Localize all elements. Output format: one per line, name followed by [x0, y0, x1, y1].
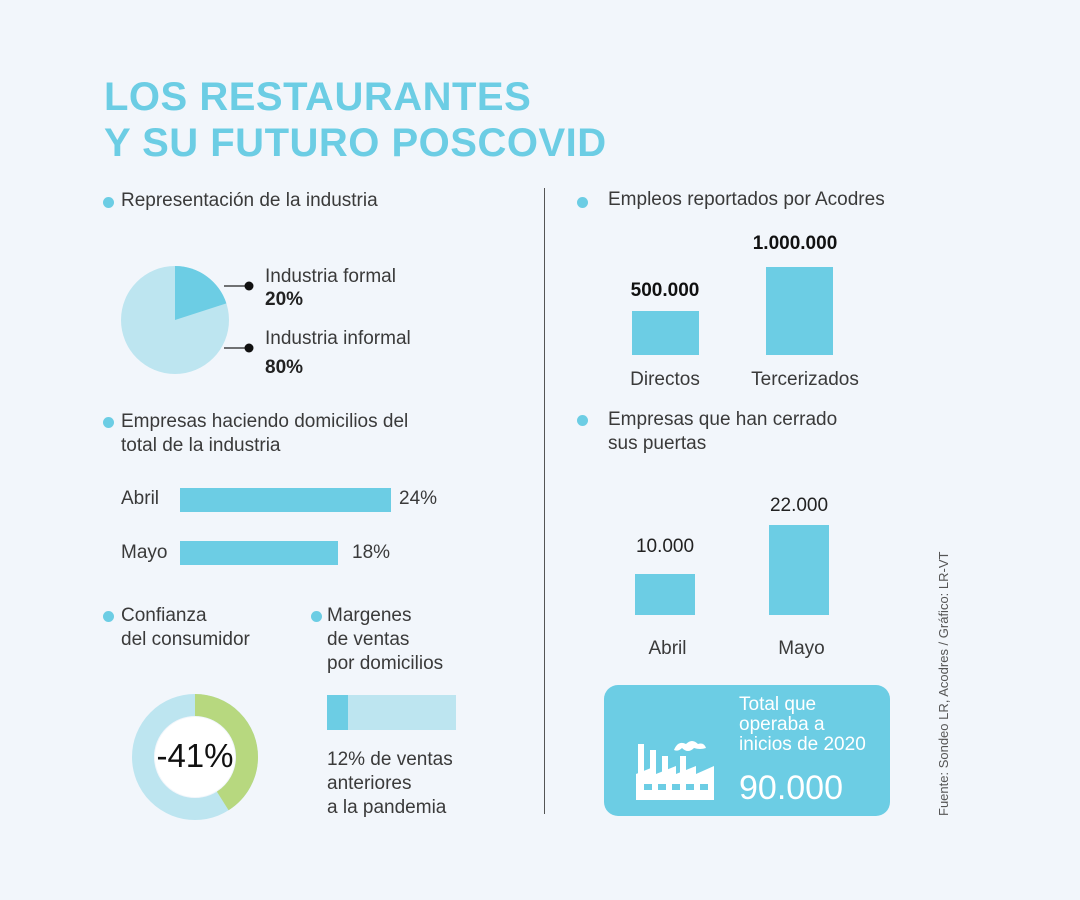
total-label-line-2: operaba a [739, 714, 825, 735]
total-label: Total que operaba a inicios de 2020 [739, 695, 866, 755]
domicilios-value-mayo: 18% [352, 542, 391, 563]
confianza-title: Confianza del consumidor [121, 604, 250, 652]
cerradas-label-abril: Abril [648, 638, 687, 659]
title-line-1: LOS RESTAURANTES [104, 75, 532, 119]
domicilios-bar-mayo [180, 541, 339, 565]
formal-value: 20% [265, 289, 304, 310]
cerradas-title-line-2: sus puertas [608, 433, 707, 454]
donut-center [155, 717, 235, 797]
cerradas-title-line-1: Empresas que han cerrado [608, 409, 838, 430]
empleos-label-directos: Directos [630, 369, 700, 390]
cerradas-bar-mayo [769, 525, 829, 615]
empleos-value-tercerizados: 1.000.000 [752, 233, 838, 254]
informal-value: 80% [265, 357, 304, 378]
pie-pointers [224, 281, 254, 353]
total-label-line-3: inicios de 2020 [739, 734, 866, 755]
source-credit: Fuente: Sondeo LR, Acodres / Gráfico: LR… [936, 551, 951, 816]
bullet-icon [103, 197, 114, 208]
margenes-note-line-2: anteriores [327, 773, 412, 794]
domicilios-row-label-abril: Abril [121, 488, 160, 509]
domicilios-title: Empresas haciendo domicilios del total d… [121, 410, 408, 458]
title-line-2: Y SU FUTURO POSCOVID [104, 121, 607, 165]
confianza-title-line-2: del consumidor [121, 629, 250, 650]
margenes-note-line-3: a la pandemia [327, 797, 447, 818]
bullet-icon [311, 611, 322, 622]
cerradas-label-mayo: Mayo [778, 638, 825, 659]
empleos-title: Empleos reportados por Acodres [608, 189, 885, 210]
domicilios-title-line-2: total de la industria [121, 435, 281, 456]
cerradas-bar-abril [635, 574, 695, 615]
representation-title: Representación de la industria [121, 190, 378, 211]
empleos-value-directos: 500.000 [630, 280, 700, 301]
margenes-title-line-2: de ventas [327, 629, 410, 650]
bullet-icon [577, 197, 588, 208]
cerradas-value-mayo: 22.000 [769, 495, 829, 516]
domicilios-row-label-mayo: Mayo [121, 542, 168, 563]
formal-label: Industria formal [265, 266, 396, 287]
column-divider [544, 188, 545, 814]
margenes-title: Margenes de ventas por domicilios [327, 604, 443, 676]
cerradas-title: Empresas que han cerrado sus puertas [608, 408, 837, 456]
margenes-title-line-3: por domicilios [327, 653, 444, 674]
margenes-note: 12% de ventas anteriores a la pandemia [327, 748, 453, 820]
empleos-bar-tercerizados [766, 267, 833, 355]
cerradas-value-abril: 10.000 [635, 536, 695, 557]
donut-arc [132, 694, 258, 820]
pie-slice-formal [175, 266, 227, 320]
margenes-bar-fill [327, 695, 348, 730]
domicilios-bar-abril [180, 488, 391, 512]
total-value: 90.000 [739, 769, 843, 807]
confianza-title-line-1: Confianza [121, 605, 207, 626]
bullet-icon [103, 417, 114, 428]
bullet-icon [577, 415, 588, 426]
factory-icon [636, 741, 714, 800]
empleos-label-tercerizados: Tercerizados [751, 369, 859, 390]
margenes-note-line-1: 12% de ventas [327, 749, 453, 770]
margenes-title-line-1: Margenes [327, 605, 412, 626]
informal-label: Industria informal [265, 328, 411, 349]
total-label-line-1: Total que [739, 694, 817, 715]
domicilios-value-abril: 24% [399, 488, 438, 509]
confianza-donut-chart [132, 694, 258, 820]
margenes-bar-track [327, 695, 456, 730]
bullet-icon [103, 611, 114, 622]
confianza-value: -41% [156, 737, 234, 774]
page-title: LOS RESTAURANTES Y SU FUTURO POSCOVID [104, 74, 607, 166]
industry-pie-chart [121, 266, 229, 374]
empleos-bar-directos [632, 311, 699, 355]
domicilios-title-line-1: Empresas haciendo domicilios del [121, 411, 409, 432]
